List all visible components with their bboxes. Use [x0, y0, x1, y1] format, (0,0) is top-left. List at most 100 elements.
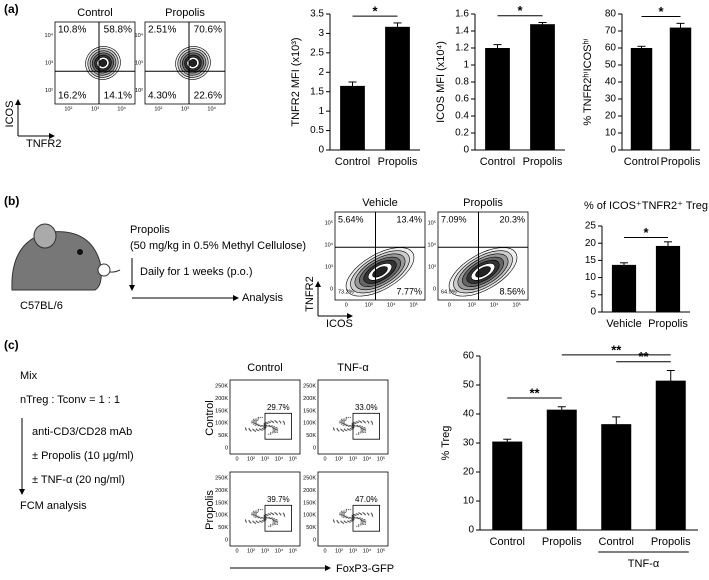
flow-y-tick: 250K: [215, 476, 228, 482]
event-dot: [339, 420, 341, 422]
event-dot: [343, 513, 345, 515]
event-dot: [265, 518, 267, 520]
event-dot: [361, 426, 364, 428]
event-dot: [254, 510, 256, 512]
y-tick-label: 15: [585, 255, 597, 266]
event-dot: [344, 418, 346, 420]
event-dot: [278, 420, 281, 422]
bar: [611, 264, 637, 312]
event-dot: [276, 518, 278, 521]
flow-x-tick: 10⁵: [289, 455, 297, 462]
event-dot: [273, 426, 276, 428]
event-dot: [366, 420, 369, 422]
event-dot: [361, 427, 363, 430]
y-tick-label: 0: [463, 145, 469, 156]
flow-x-tick: 10²: [335, 548, 343, 554]
event-dot: [339, 422, 341, 424]
event-dot: [273, 519, 275, 522]
event-dot: [263, 516, 265, 518]
flow-x-tick: 10³: [365, 302, 373, 308]
event-dot: [255, 514, 257, 516]
quadrant-percent: 13.4%: [396, 214, 422, 224]
flow-y-tick: 0: [433, 286, 436, 292]
event-dot: [361, 522, 364, 524]
event-dot: [354, 425, 356, 427]
y-tick-label: 1.4: [455, 26, 469, 37]
event-dot: [356, 525, 358, 527]
event-dot: [255, 419, 257, 422]
row-title: Propolis: [204, 490, 216, 530]
event-dot: [364, 430, 366, 432]
event-dot: [363, 428, 366, 430]
y-tick-label: 5: [590, 289, 596, 300]
significance-label: *: [372, 4, 378, 19]
y-tick-label: 40: [605, 77, 617, 88]
flow-x-tick: 10⁴: [275, 547, 284, 554]
event-dot: [338, 522, 340, 524]
flow-y-tick: 10⁴: [325, 241, 334, 248]
y-tick-label: 0.6: [455, 94, 469, 105]
event-dot: [340, 421, 342, 424]
event-dot: [362, 420, 364, 422]
event-dot: [341, 515, 343, 517]
event-dot: [254, 421, 256, 423]
quadrant-percent: 7.09%: [441, 214, 467, 224]
event-dot: [351, 422, 353, 425]
event-dot: [274, 429, 277, 431]
event-dot: [340, 513, 342, 516]
flow-x-tick: 10⁴: [387, 301, 396, 308]
event-dot: [258, 430, 260, 432]
schedule: Daily for 1 weeks (p.o.): [140, 266, 252, 278]
event-dot: [349, 508, 351, 511]
y-tick-label: 70: [605, 26, 617, 37]
event-dot: [362, 429, 365, 431]
event-dot: [255, 422, 257, 424]
event-dot: [257, 418, 260, 420]
event-dot: [343, 421, 345, 423]
event-dot: [340, 510, 343, 512]
flow-y-tick: 10⁴: [45, 32, 54, 39]
quadrant-percent: 8.56%: [499, 286, 525, 296]
event-dot: [270, 420, 272, 422]
event-dot: [272, 520, 274, 522]
event-dot: [271, 425, 273, 427]
strain: C57BL/6: [20, 300, 63, 312]
event-dot: [277, 520, 279, 522]
x-tick-label: Propolis: [661, 156, 701, 168]
flow-x-tick: 10⁵: [513, 301, 521, 308]
flow-y-tick: 10³: [325, 264, 333, 270]
flow-y-tick: 0: [313, 445, 316, 451]
flow-x-tick: 10³: [91, 106, 99, 112]
event-dot: [257, 419, 259, 421]
flow-x-tick: 10³: [349, 548, 357, 554]
event-dot: [273, 430, 276, 432]
flow-x-tick: 10⁴: [275, 455, 284, 462]
event-dot: [268, 433, 270, 435]
axis-label: TNFR2: [26, 138, 61, 150]
event-dot: [358, 525, 360, 527]
event-dot: [362, 512, 364, 514]
event-dot: [254, 522, 257, 524]
group-label: TNF-α: [628, 558, 660, 570]
event-dot: [353, 518, 355, 520]
event-dot: [272, 430, 274, 433]
event-dot: [253, 513, 255, 515]
y-tick-label: 0.5: [310, 125, 324, 136]
flow-x-tick: 0: [235, 548, 238, 554]
event-dot: [275, 520, 278, 522]
significance-label: *: [658, 4, 664, 19]
significance-label: **: [529, 385, 540, 400]
event-dot: [341, 421, 343, 423]
event-dot: [254, 418, 256, 420]
event-dot: [252, 513, 254, 516]
event-dot: [273, 432, 275, 434]
event-dot: [359, 524, 361, 526]
chart-title: % of ICOS⁺TNFR2⁺ Treg: [584, 200, 708, 212]
event-dot: [351, 516, 353, 518]
event-dot: [245, 521, 247, 523]
event-dot: [256, 418, 258, 420]
gate: [352, 504, 381, 532]
event-dot: [361, 524, 363, 526]
plot-title: Propolis: [165, 7, 205, 19]
event-dot: [353, 513, 355, 516]
